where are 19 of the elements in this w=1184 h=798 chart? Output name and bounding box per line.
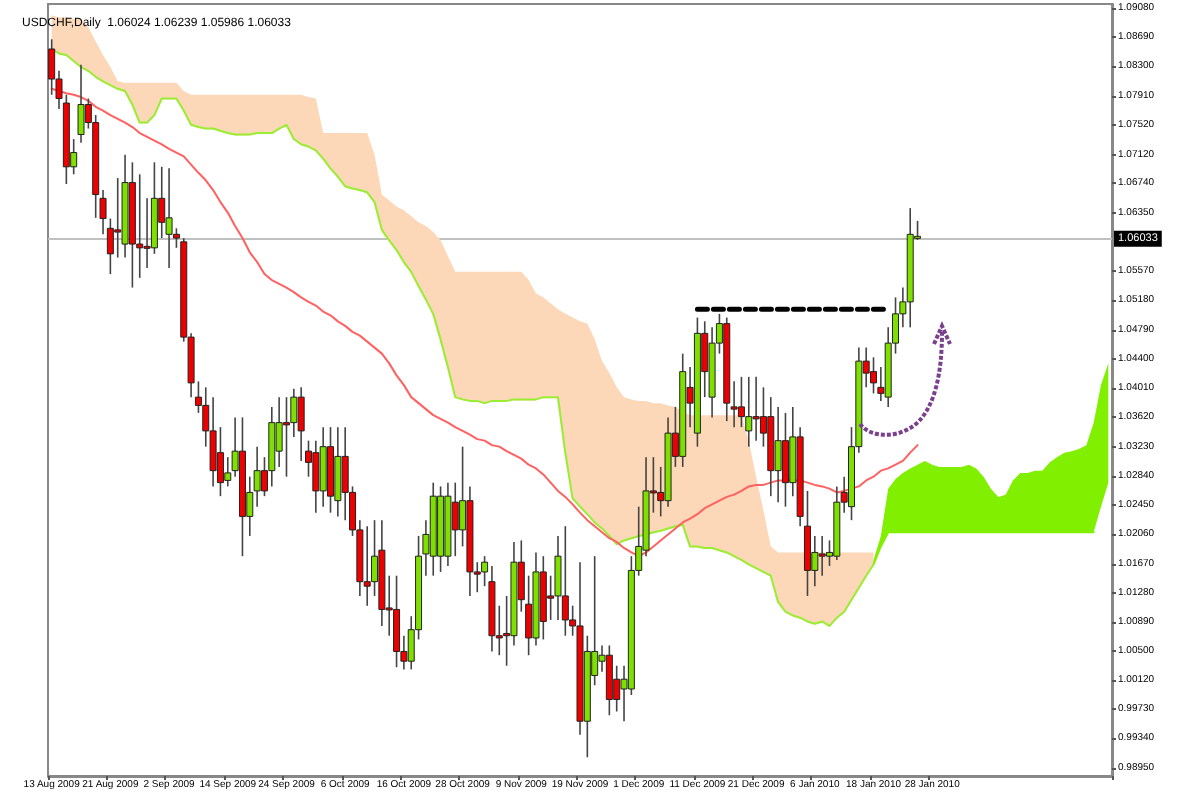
candlestick	[870, 356, 878, 395]
candlestick	[451, 481, 459, 557]
candlestick	[312, 439, 320, 514]
candlestick	[165, 167, 173, 269]
candlestick	[282, 396, 290, 478]
candlestick	[745, 376, 753, 448]
candlestick	[774, 406, 782, 503]
candlestick	[114, 177, 122, 259]
candlestick	[77, 63, 85, 144]
candlestick	[393, 574, 401, 669]
candlestick	[334, 426, 342, 518]
candlestick	[363, 525, 371, 607]
candlestick	[319, 426, 327, 508]
candlestick	[818, 535, 826, 577]
candlestick	[561, 525, 569, 637]
candlestick	[752, 376, 760, 442]
candlestick	[297, 386, 305, 462]
candlestick	[605, 644, 613, 717]
candlestick	[781, 412, 789, 508]
